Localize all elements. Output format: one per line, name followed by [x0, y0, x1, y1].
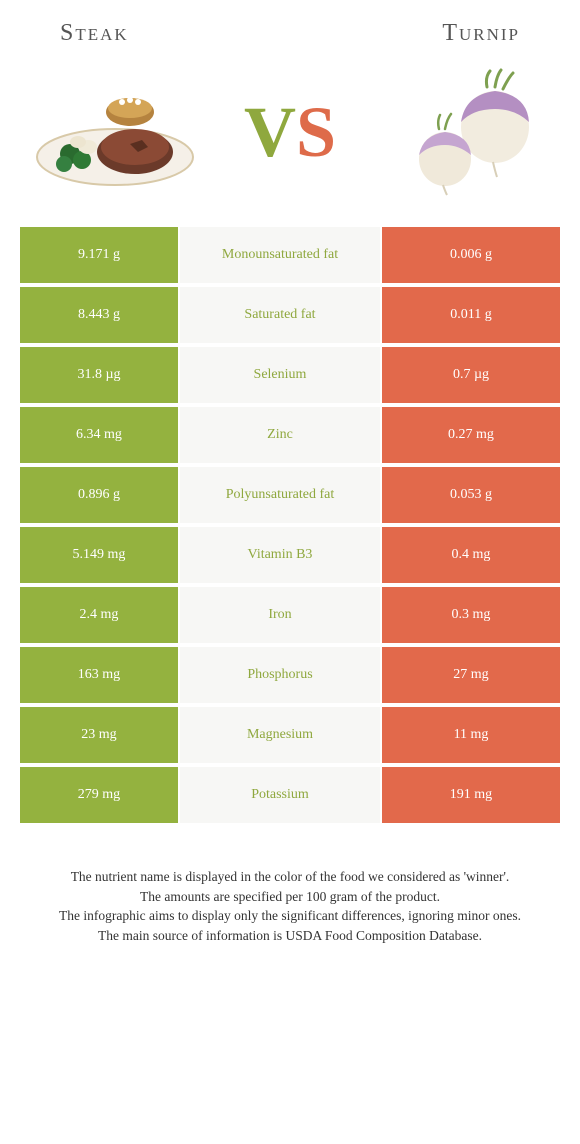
value-left: 9.171 g: [20, 227, 178, 283]
table-row: 31.8 µg Selenium 0.7 µg: [20, 347, 560, 403]
header-row: Steak Turnip: [0, 0, 580, 57]
value-right: 0.3 mg: [382, 587, 560, 643]
nutrient-label: Monounsaturated fat: [180, 227, 380, 283]
value-right: 191 mg: [382, 767, 560, 823]
nutrient-label: Iron: [180, 587, 380, 643]
table-row: 5.149 mg Vitamin B3 0.4 mg: [20, 527, 560, 583]
nutrient-label: Vitamin B3: [180, 527, 380, 583]
value-right: 0.7 µg: [382, 347, 560, 403]
value-right: 0.4 mg: [382, 527, 560, 583]
nutrient-label: Potassium: [180, 767, 380, 823]
comparison-table: 9.171 g Monounsaturated fat 0.006 g 8.44…: [20, 227, 560, 823]
nutrient-label: Selenium: [180, 347, 380, 403]
footer-line: The amounts are specified per 100 gram o…: [30, 887, 550, 907]
title-right: Turnip: [442, 20, 520, 47]
value-left: 279 mg: [20, 767, 178, 823]
vs-s: S: [296, 91, 336, 174]
nutrient-label: Phosphorus: [180, 647, 380, 703]
footer-line: The infographic aims to display only the…: [30, 906, 550, 926]
nutrient-label: Saturated fat: [180, 287, 380, 343]
nutrient-label: Polyunsaturated fat: [180, 467, 380, 523]
steak-image: [30, 67, 200, 197]
vs-v: V: [244, 91, 296, 174]
value-left: 31.8 µg: [20, 347, 178, 403]
table-row: 163 mg Phosphorus 27 mg: [20, 647, 560, 703]
table-row: 23 mg Magnesium 11 mg: [20, 707, 560, 763]
value-left: 2.4 mg: [20, 587, 178, 643]
value-right: 27 mg: [382, 647, 560, 703]
footer-notes: The nutrient name is displayed in the co…: [0, 827, 580, 945]
nutrient-label: Zinc: [180, 407, 380, 463]
value-left: 6.34 mg: [20, 407, 178, 463]
table-row: 8.443 g Saturated fat 0.011 g: [20, 287, 560, 343]
table-row: 2.4 mg Iron 0.3 mg: [20, 587, 560, 643]
value-right: 11 mg: [382, 707, 560, 763]
vs-label: VS: [244, 91, 336, 174]
footer-line: The main source of information is USDA F…: [30, 926, 550, 946]
turnip-image: [380, 67, 550, 197]
footer-line: The nutrient name is displayed in the co…: [30, 867, 550, 887]
nutrient-label: Magnesium: [180, 707, 380, 763]
value-right: 0.011 g: [382, 287, 560, 343]
value-right: 0.006 g: [382, 227, 560, 283]
value-left: 0.896 g: [20, 467, 178, 523]
title-left: Steak: [60, 20, 129, 47]
table-row: 6.34 mg Zinc 0.27 mg: [20, 407, 560, 463]
value-right: 0.053 g: [382, 467, 560, 523]
value-left: 163 mg: [20, 647, 178, 703]
vs-row: VS: [0, 57, 580, 227]
value-left: 5.149 mg: [20, 527, 178, 583]
value-left: 23 mg: [20, 707, 178, 763]
value-right: 0.27 mg: [382, 407, 560, 463]
table-row: 279 mg Potassium 191 mg: [20, 767, 560, 823]
value-left: 8.443 g: [20, 287, 178, 343]
table-row: 0.896 g Polyunsaturated fat 0.053 g: [20, 467, 560, 523]
table-row: 9.171 g Monounsaturated fat 0.006 g: [20, 227, 560, 283]
